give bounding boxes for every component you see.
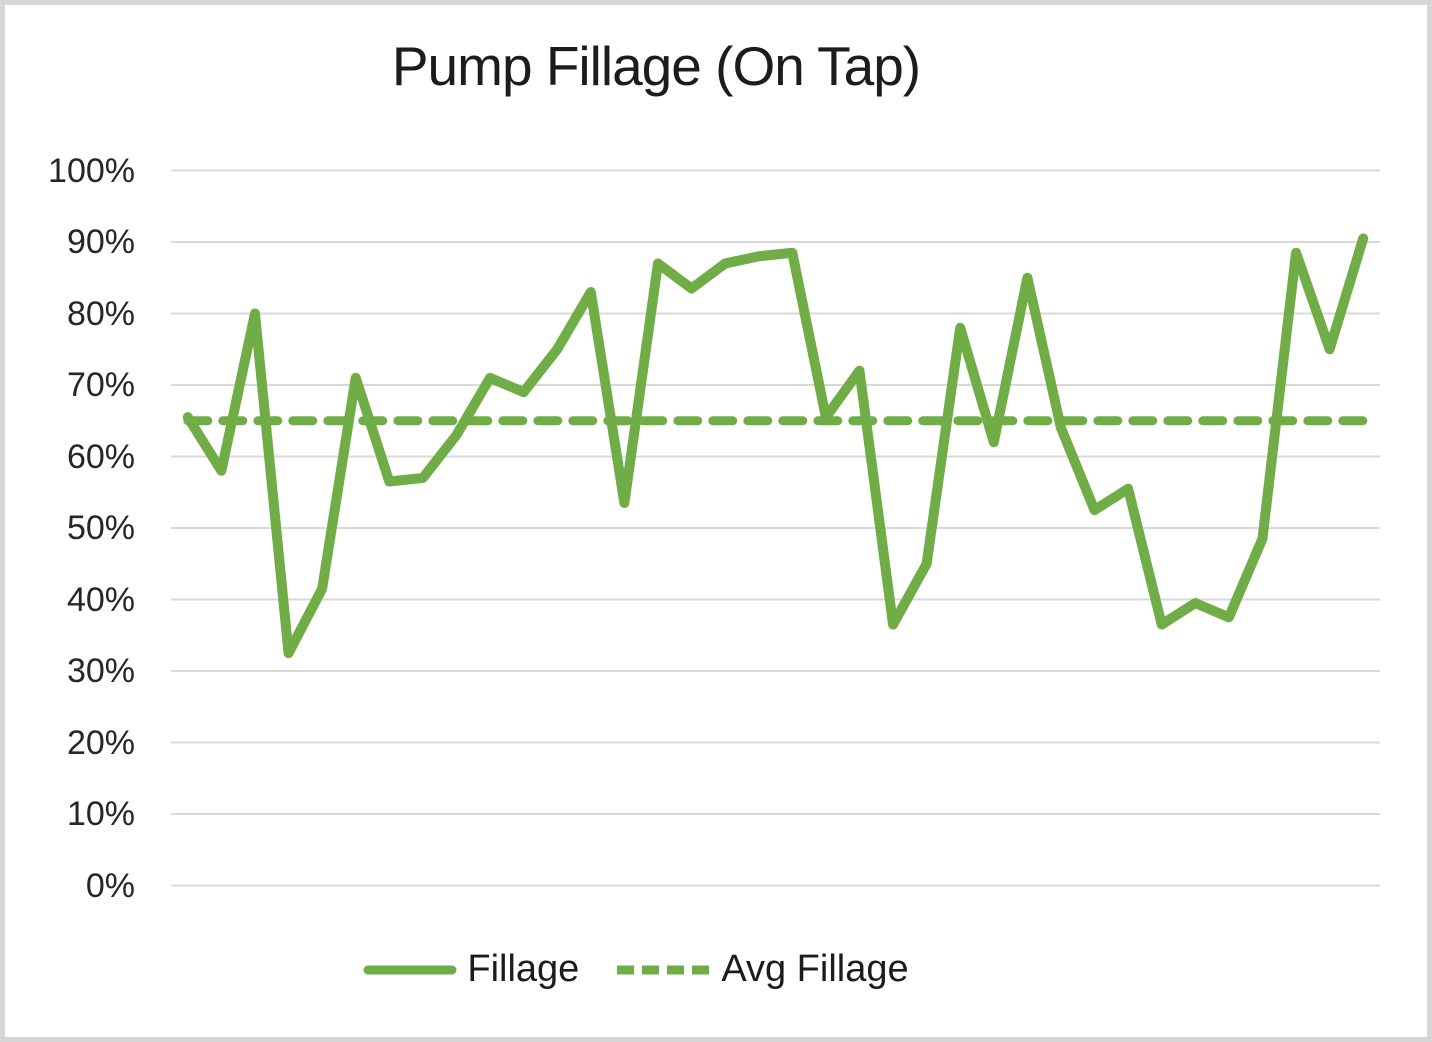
avg-fillage-dashed-swatch-icon [617, 965, 712, 974]
y-axis-tick-label: 100% [48, 151, 135, 190]
y-axis-tick-label: 60% [66, 437, 135, 476]
legend-label-fillage: Fillage [467, 948, 580, 990]
fillage-line-swatch-icon [363, 965, 457, 974]
y-axis-tick-label: 10% [66, 795, 135, 833]
y-axis-tick-label: 30% [66, 652, 135, 690]
fillage-line [182, 233, 1369, 659]
y-axis-tick-label: 40% [66, 580, 135, 619]
y-axis-tick-label: 90% [66, 223, 135, 261]
y-axis-tick-label: 70% [66, 366, 135, 404]
y-axis-tick-label: 20% [66, 723, 135, 762]
y-axis-tick-label: 50% [66, 509, 135, 547]
legend-item-avg-fillage: Avg Fillage [617, 948, 909, 991]
chart-title: Pump Fillage (On Tap) [391, 35, 921, 97]
y-axis-tick-label: 0% [85, 866, 135, 905]
legend-item-fillage: Fillage [363, 948, 579, 991]
legend-label-avg-fillage: Avg Fillage [721, 948, 909, 990]
legend: Fillage Avg Fillage [0, 948, 1272, 991]
y-axis-tick-label: 80% [66, 294, 135, 333]
